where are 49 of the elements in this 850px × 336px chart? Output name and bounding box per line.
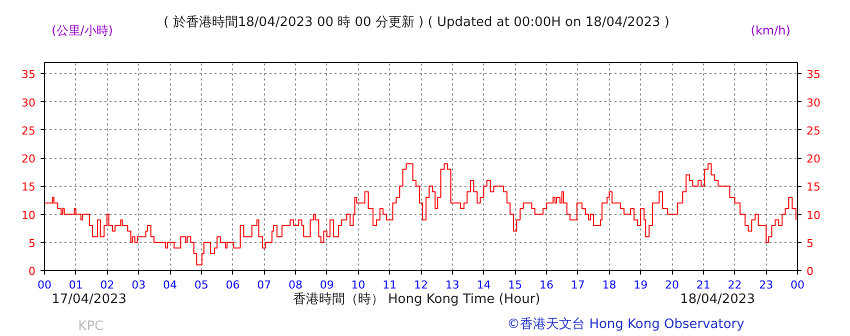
y-tick-label: 20 <box>22 152 36 166</box>
x-tick-label: 17 <box>570 278 585 292</box>
y-tick-label: 0 <box>28 265 36 278</box>
text: 18/04/2023 <box>680 292 755 307</box>
x-tick-label: 07 <box>257 278 272 292</box>
y2-tick-label: 30 <box>806 96 820 110</box>
y2-tick-label: 15 <box>806 180 820 194</box>
x-tick-label: 04 <box>163 278 177 292</box>
x-tick-label: 05 <box>194 278 208 292</box>
text: KPC <box>78 319 104 334</box>
x-tick-label: 09 <box>320 278 334 292</box>
x-tick-label: 23 <box>759 278 774 292</box>
y-tick-label: 5 <box>28 236 36 250</box>
text: 17/04/2023 <box>52 292 127 307</box>
x-tick-label: 03 <box>132 278 146 292</box>
x-tick-label: 18 <box>602 278 616 292</box>
text: ©香港天文台 Hong Kong Observatory <box>507 317 745 332</box>
y2-tick-label: 10 <box>806 208 820 222</box>
x-tick-label: 00 <box>790 278 804 292</box>
x-tick-label: 12 <box>414 278 428 292</box>
x-tick-label: 06 <box>226 278 240 292</box>
x-tick-label: 14 <box>476 278 491 292</box>
x-tick-label: 01 <box>68 278 83 292</box>
y2-tick-label: 5 <box>806 236 814 250</box>
x-tick-label: 21 <box>696 278 710 292</box>
x-tick-label: 20 <box>665 278 679 292</box>
chart-title: ( 於香港時間18/04/2023 00 時 00 分更新 ) ( Updated at 00:00H on 18/04/2023 ) <box>164 15 670 30</box>
x-tick-label: 08 <box>288 278 302 292</box>
y2-tick-label: 20 <box>806 152 820 166</box>
y-tick-label: 25 <box>22 124 36 138</box>
x-tick-label: 22 <box>728 278 742 292</box>
x-tick-label: 15 <box>508 278 522 292</box>
y-tick-label: 35 <box>22 68 36 82</box>
y-tick-label: 10 <box>22 208 36 222</box>
x-tick-label: 19 <box>634 278 648 292</box>
x-tick-label: 11 <box>382 278 397 292</box>
x-tick-label: 16 <box>540 278 554 292</box>
y2-tick-label: 25 <box>806 124 820 138</box>
y-tick-label: 30 <box>22 96 36 110</box>
x-tick-label: 02 <box>100 278 114 292</box>
x-tick-label: 00 <box>38 278 52 292</box>
x-axis-title: 香港時間（時） Hong Kong Time (Hour) <box>292 292 540 307</box>
y2-tick-label: 0 <box>806 265 814 278</box>
y-tick-label: 15 <box>22 180 36 194</box>
x-tick-label: 10 <box>351 278 366 292</box>
y2-axis-title: (km/h) <box>750 24 790 38</box>
x-tick-label: 13 <box>445 278 460 292</box>
y2-tick-label: 35 <box>806 68 820 82</box>
y-axis-title: (公里/小時) <box>52 24 113 38</box>
